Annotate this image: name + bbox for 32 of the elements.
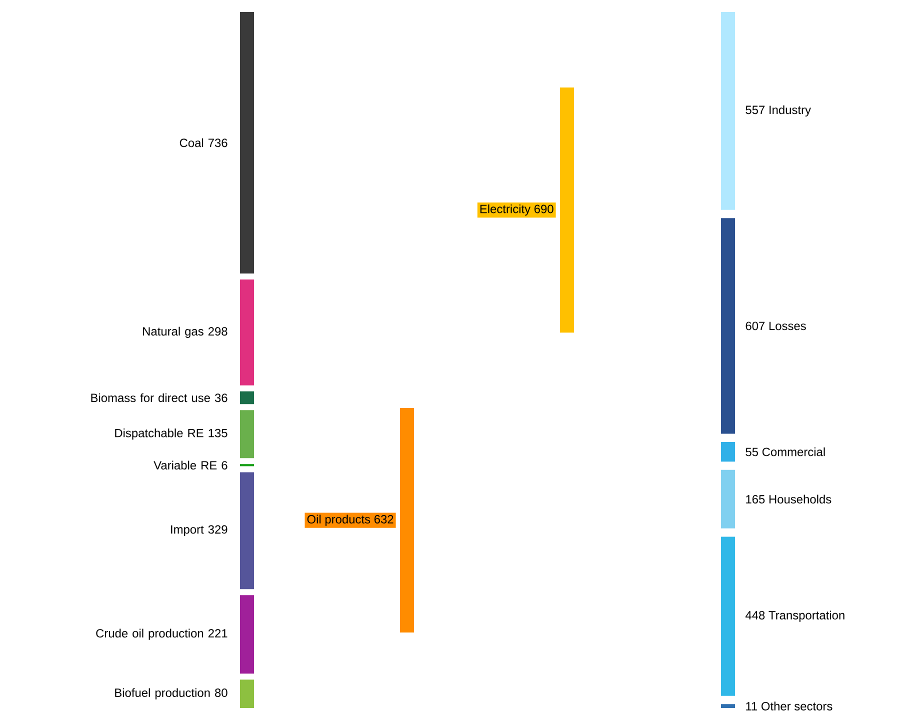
data-label: 80 bbox=[215, 688, 228, 697]
category-label: Dispatchable RE bbox=[115, 428, 204, 440]
category-label: Coal bbox=[180, 138, 204, 148]
data-label: 557 bbox=[746, 106, 765, 114]
data-label: 165 bbox=[746, 495, 765, 504]
category-label: Losses bbox=[769, 322, 806, 330]
category-label: Electricity bbox=[480, 204, 531, 216]
data-label: 632 bbox=[374, 515, 394, 524]
category-label: Households bbox=[769, 494, 832, 504]
data-label: 329 bbox=[208, 525, 228, 534]
data-label: 607 bbox=[746, 322, 765, 330]
data-label: 36 bbox=[214, 394, 228, 402]
category-label: Import bbox=[171, 525, 204, 536]
category-label: Oil products bbox=[307, 514, 370, 526]
category-label: Transportation bbox=[768, 610, 844, 622]
data-label: 221 bbox=[208, 629, 228, 638]
category-label: Biomass for direct use bbox=[91, 393, 210, 402]
data-label: 690 bbox=[534, 204, 554, 214]
category-label: Other sectors bbox=[762, 702, 832, 710]
data-label: 736 bbox=[208, 138, 228, 148]
data-label: 135 bbox=[208, 428, 228, 438]
category-label: Variable RE bbox=[154, 460, 217, 470]
data-label: 55 bbox=[746, 448, 758, 456]
category-label: Biofuel production bbox=[115, 688, 210, 700]
data-label: 298 bbox=[208, 327, 228, 336]
data-label: 448 bbox=[745, 611, 765, 620]
category-label: Commercial bbox=[762, 447, 825, 456]
category-label: Crude oil production bbox=[96, 628, 204, 640]
data-label: 11 bbox=[746, 702, 758, 710]
category-label: Natural gas bbox=[143, 326, 204, 338]
data-label: 6 bbox=[222, 461, 228, 470]
category-label: Industry bbox=[770, 105, 811, 117]
